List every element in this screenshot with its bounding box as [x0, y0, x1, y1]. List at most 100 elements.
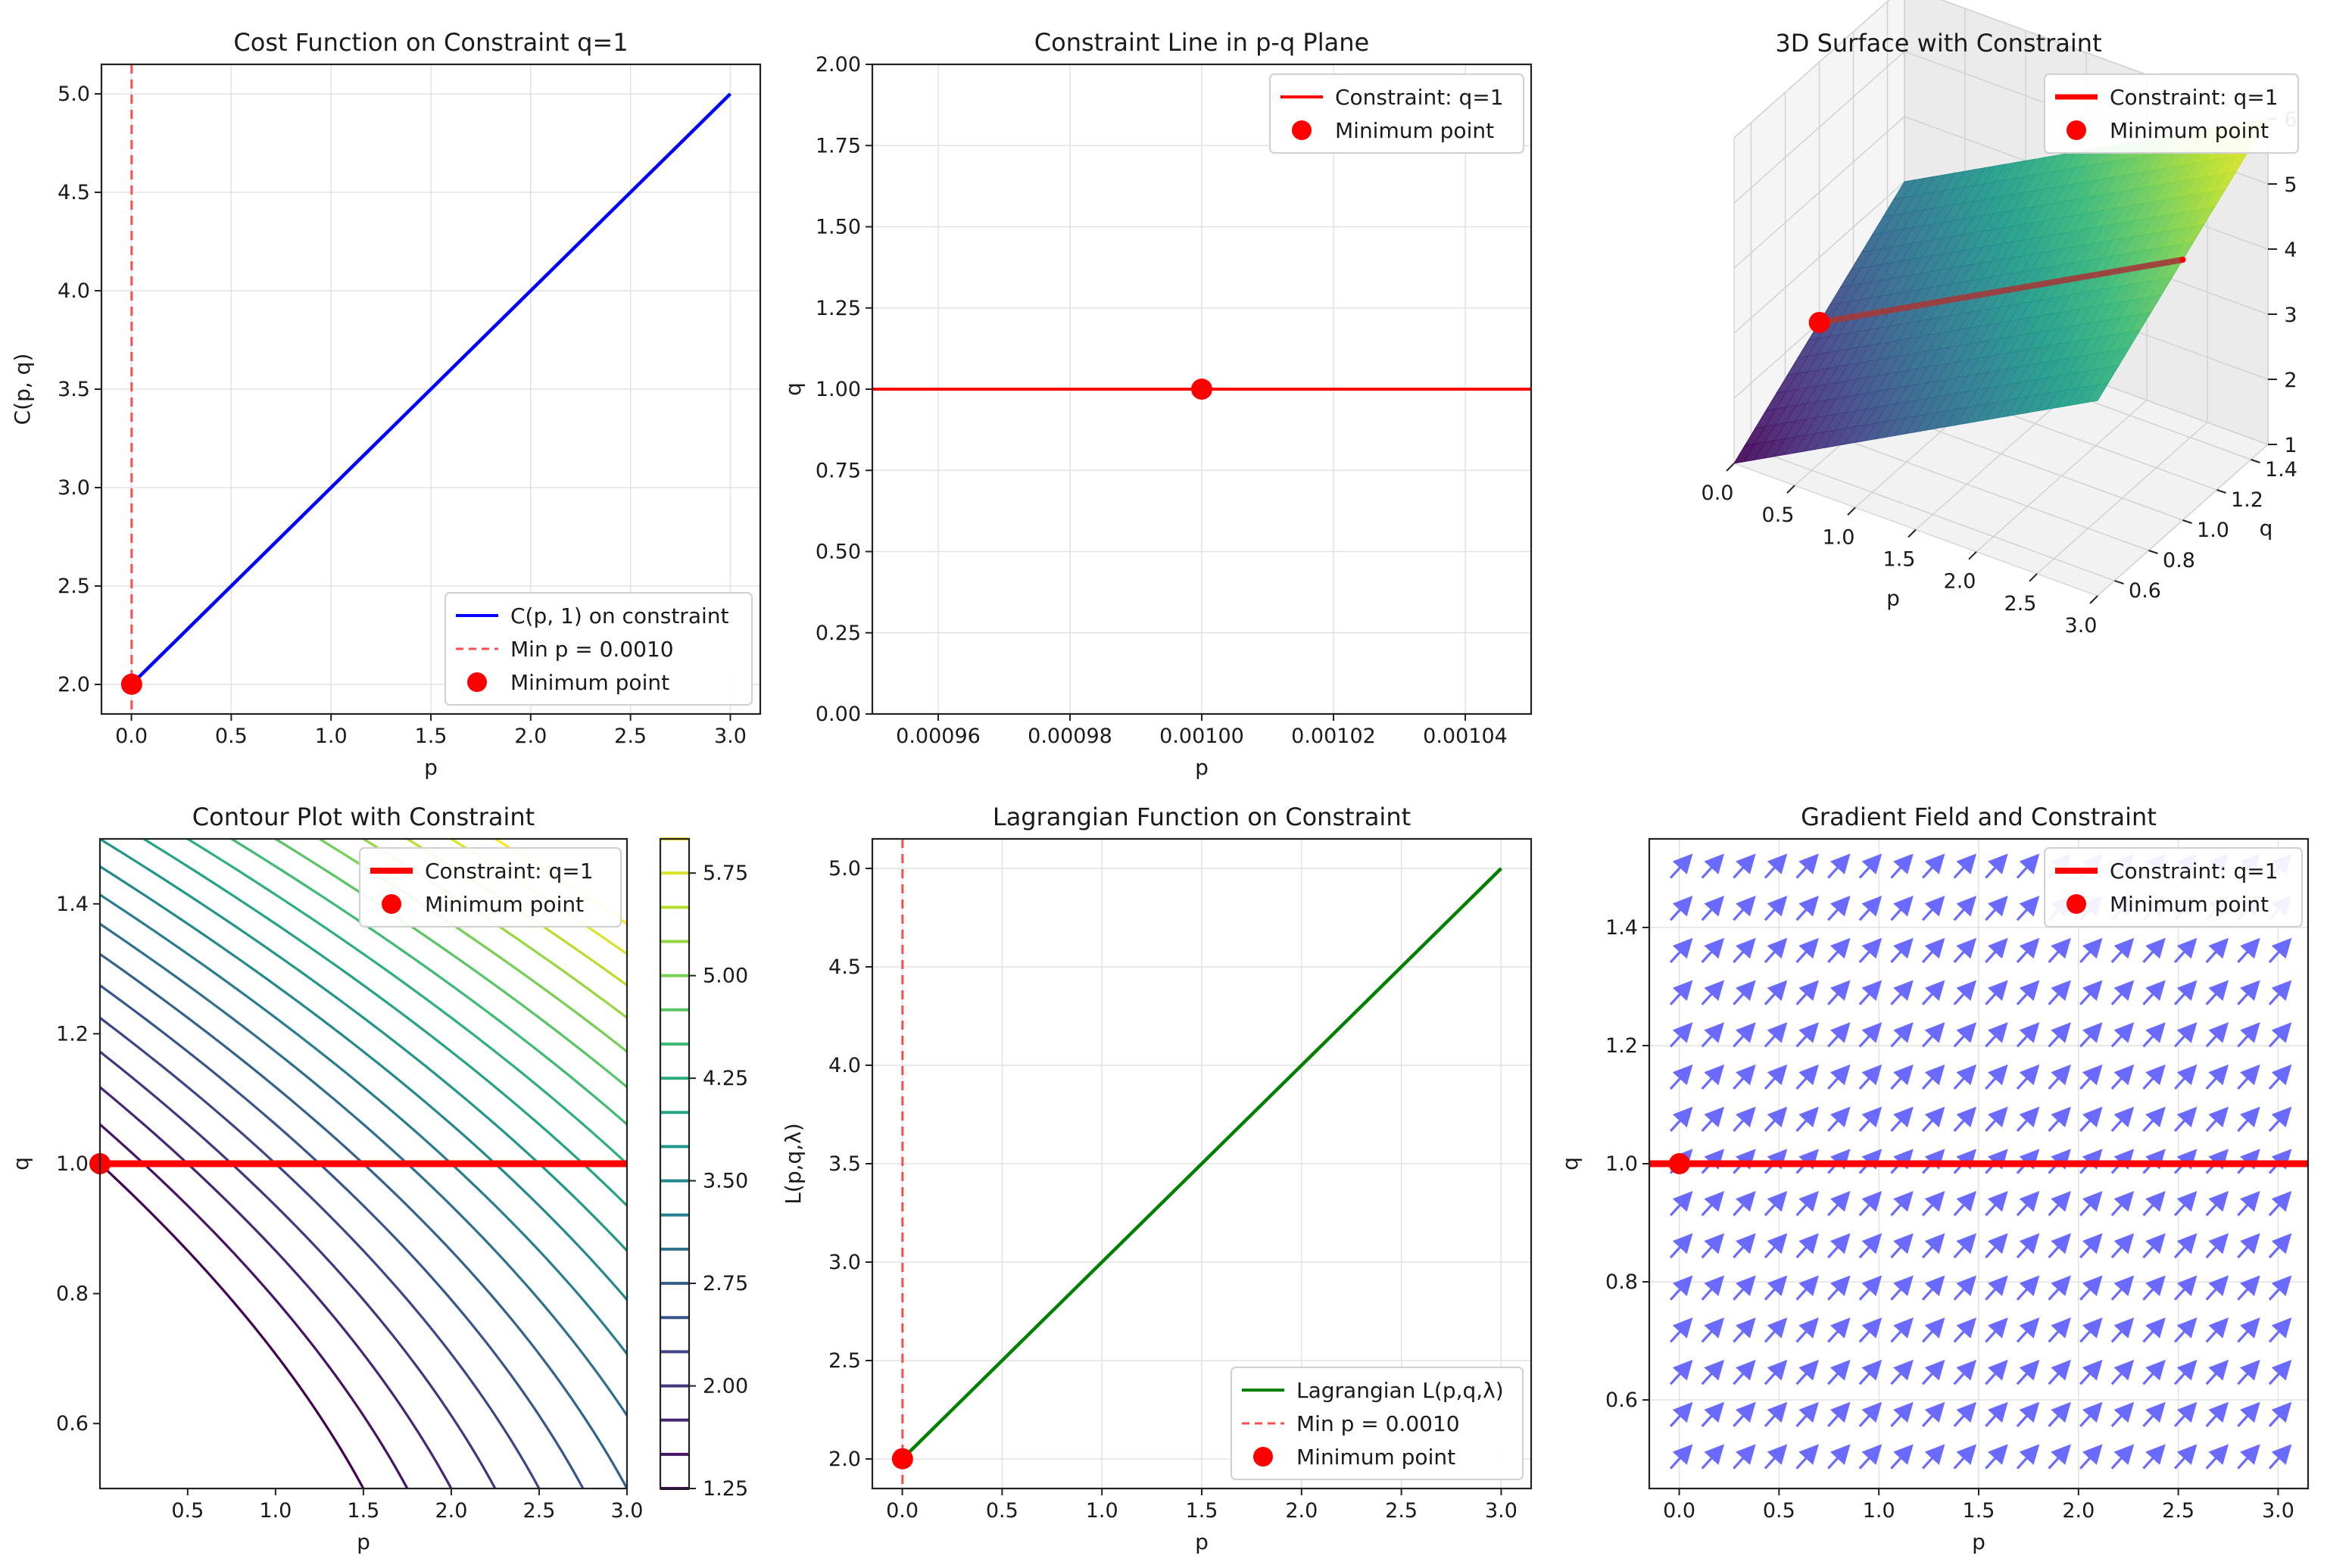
- gradient-arrow: [2237, 937, 2260, 964]
- x-tick-label: 3.0: [714, 725, 747, 748]
- gradient-arrow: [2079, 1106, 2103, 1132]
- x-tick-label: 2.5: [522, 1499, 555, 1523]
- gradient-arrow: [1795, 1233, 1819, 1259]
- gradient-arrow: [2268, 1359, 2292, 1386]
- gradient-arrow: [1921, 1317, 1945, 1343]
- gradient-arrow: [1733, 1233, 1756, 1259]
- gradient-arrow: [1953, 853, 1977, 879]
- z-tick-label: 4: [2284, 238, 2297, 262]
- gradient-arrow: [2048, 937, 2071, 964]
- gradient-arrow: [2173, 980, 2198, 1005]
- gradient-arrow: [2048, 1444, 2071, 1470]
- gradient-arrow: [2110, 1022, 2135, 1048]
- gradient-arrow: [1921, 1191, 1945, 1217]
- x-tick-label: 2.5: [2162, 1499, 2194, 1523]
- gradient-arrow: [2173, 1233, 2198, 1259]
- gradient-arrow: [1921, 1275, 1945, 1301]
- gradient-arrow: [2048, 1022, 2071, 1048]
- gradient-arrow: [1669, 1233, 1693, 1259]
- gradient-arrow: [1858, 1233, 1882, 1259]
- gradient-arrow: [2142, 1359, 2166, 1386]
- gradient-arrow: [1764, 1233, 1788, 1259]
- gradient-arrow: [1985, 980, 2008, 1005]
- y-tick-label: 0.6: [56, 1412, 89, 1436]
- contour-line: [451, 839, 627, 955]
- gradient-arrow: [1953, 1106, 1977, 1132]
- gradient-arrow: [2237, 1359, 2260, 1386]
- plot-area: [100, 839, 627, 1489]
- gradient-arrow: [1795, 1275, 1819, 1301]
- gradient-arrow: [2173, 1191, 2198, 1217]
- contour-line: [363, 839, 627, 1020]
- y-tick-label: 1.50: [816, 216, 861, 239]
- gradient-arrow: [1669, 896, 1693, 921]
- y-axis-label: q: [1558, 1157, 1583, 1171]
- x-tick-label: 2.0: [435, 1499, 467, 1523]
- gradient-arrow: [1921, 980, 1945, 1005]
- gradient-arrow: [1890, 1275, 1914, 1301]
- gradient-arrow: [1827, 1401, 1851, 1427]
- gradient-arrow: [2016, 896, 2040, 921]
- legend-entry: Lagrangian L(p,q,λ): [1296, 1378, 1504, 1403]
- gradient-arrow: [2173, 1022, 2198, 1048]
- gradient-arrow: [1669, 1106, 1693, 1132]
- gradient-arrow: [2079, 1401, 2103, 1427]
- gradient-arrow: [2142, 1401, 2166, 1427]
- x-tick-label: 1.5: [1186, 1499, 1218, 1523]
- gradient-arrow: [1921, 937, 1945, 964]
- gradient-arrow: [2016, 1106, 2040, 1132]
- gradient-arrow: [1795, 1444, 1819, 1470]
- gradient-arrow: [2016, 937, 2040, 964]
- gradient-arrow: [1701, 853, 1725, 879]
- colorbar-tick-label: 2.75: [703, 1272, 748, 1295]
- chart-panel-p4: 0.5 1.0 1.5 2.0 2.5 3.0 0.6 0.8 1.0 1.2 1.4 Contour…: [8, 803, 748, 1554]
- gradient-arrow: [1985, 896, 2008, 921]
- gradient-arrow: [1764, 1275, 1788, 1301]
- x-tick-mark: [1786, 485, 1795, 494]
- colorbar-bg: [660, 839, 689, 1489]
- gradient-arrow: [2142, 1064, 2166, 1090]
- x-tick-label: 2.0: [514, 725, 547, 748]
- gradient-arrow: [2048, 1401, 2071, 1427]
- gradient-arrow: [2016, 1233, 2040, 1259]
- gradient-arrow: [2268, 1106, 2292, 1132]
- gradient-arrow: [1858, 980, 1882, 1005]
- legend-marker: [2067, 894, 2086, 914]
- gradient-arrow: [1827, 1064, 1851, 1090]
- x-tick-label: 3.0: [2065, 614, 2098, 637]
- x-tick-label: 0.5: [215, 725, 248, 748]
- gradient-arrow: [2048, 1064, 2071, 1090]
- gradient-arrow: [1921, 1106, 1945, 1132]
- gradient-arrow: [1701, 937, 1725, 964]
- gradient-arrow: [1827, 853, 1851, 879]
- gradient-arrow: [1701, 1317, 1725, 1343]
- gradient-arrow: [2016, 853, 2040, 879]
- x-axis-label: p: [1195, 1529, 1209, 1554]
- gradient-arrow: [2205, 1401, 2229, 1427]
- gradient-arrow: [2016, 1064, 2040, 1090]
- gradient-arrow: [1701, 1191, 1725, 1217]
- gradient-arrow: [1953, 1444, 1977, 1470]
- y-tick-label: 2.0: [828, 1448, 861, 1471]
- gradient-arrow: [2268, 980, 2292, 1005]
- legend-box: [2044, 73, 2299, 154]
- gradient-arrow: [1764, 937, 1788, 964]
- gradient-arrow: [1701, 980, 1725, 1005]
- gradient-arrow: [2142, 1022, 2166, 1048]
- gradient-arrow: [1733, 1191, 1756, 1217]
- gradient-arrow: [1669, 1401, 1693, 1427]
- x-tick-label: 3.0: [611, 1499, 644, 1523]
- axes-frame: [871, 63, 1533, 715]
- gradient-arrow: [1733, 1317, 1756, 1343]
- y-tick-label: 2.5: [58, 575, 90, 598]
- legend-entry: Minimum point: [425, 892, 584, 917]
- gradient-arrow: [1858, 937, 1882, 964]
- colorbar-tick-label: 1.25: [703, 1477, 748, 1501]
- y-tick-label: 1.2: [1605, 1034, 1638, 1058]
- gradient-arrow: [1921, 853, 1945, 879]
- gradient-arrow: [1953, 1233, 1977, 1259]
- x-tick-label: 1.5: [1963, 1499, 1995, 1523]
- gradient-arrow: [2048, 1106, 2071, 1132]
- gradient-arrow: [2110, 1317, 2135, 1343]
